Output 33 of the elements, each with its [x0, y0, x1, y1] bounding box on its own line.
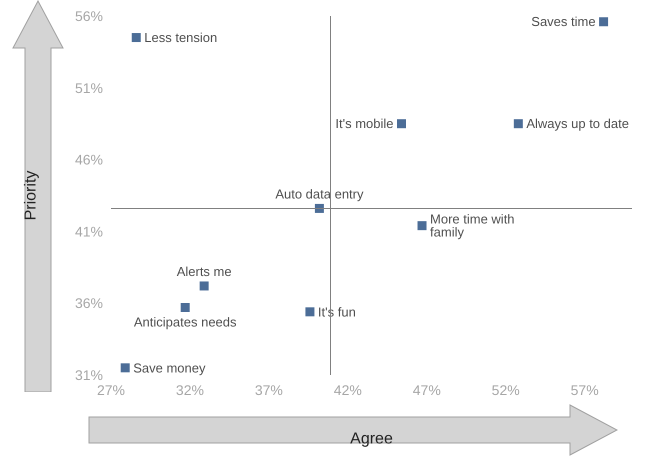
y-tick-label: 36%: [74, 295, 103, 312]
annotation: Alerts me: [176, 264, 232, 279]
x-tick-label: 57%: [570, 382, 599, 398]
annotation: Always up to date: [526, 116, 629, 132]
y-tick-label: 51%: [74, 80, 103, 96]
point: [200, 281, 209, 290]
annotation: Anticipates needs: [134, 314, 238, 330]
y-tick-label: 56%: [74, 8, 103, 24]
annotation: Auto data entry: [275, 186, 364, 202]
point: [514, 119, 523, 128]
y-tick-label: 31%: [74, 367, 103, 383]
y-tick-label: 46%: [74, 152, 103, 168]
x-tick-label: 42%: [334, 382, 362, 398]
point: [305, 307, 314, 316]
point: [180, 303, 190, 312]
y-tick-label: 41%: [74, 223, 103, 240]
annotation: Less tension: [144, 30, 218, 46]
y-axis-title: Priority: [22, 170, 40, 220]
x-tick-label: 47%: [412, 382, 441, 398]
x-tick-label: 52%: [492, 382, 520, 398]
annotation: Saves time: [531, 14, 596, 30]
annotation: Save money: [133, 360, 206, 376]
annotation: It's mobile: [335, 116, 394, 132]
x-tick-label: 27%: [96, 382, 126, 398]
x-tick-label: 32%: [176, 382, 204, 398]
point: [120, 363, 130, 372]
point: [418, 221, 427, 230]
x-tick-label: 37%: [254, 382, 283, 398]
point: [132, 33, 141, 42]
point: [599, 17, 608, 26]
x-axis-title: Agree: [350, 430, 393, 448]
annotation: More time with family: [430, 212, 518, 240]
point: [396, 119, 406, 128]
